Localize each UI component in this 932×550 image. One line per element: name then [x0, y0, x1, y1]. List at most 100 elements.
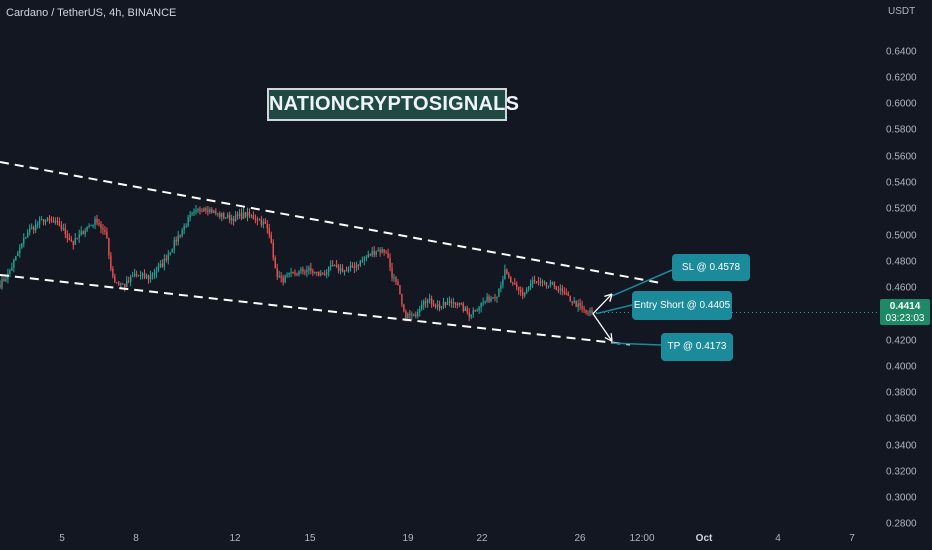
candle-body — [74, 238, 76, 245]
candle-body — [430, 298, 433, 305]
candle-body — [262, 221, 265, 225]
time-tick-label: 26 — [574, 533, 586, 544]
candle-body — [438, 304, 441, 309]
candle-body — [112, 268, 114, 277]
candle-body — [244, 212, 247, 217]
candle-body — [108, 238, 110, 256]
candle-body — [466, 307, 468, 313]
candle-body — [199, 209, 201, 212]
candle-body — [496, 296, 498, 298]
candle-body — [209, 209, 211, 213]
candle-body — [13, 260, 15, 268]
candle-body — [551, 282, 554, 284]
candle-body — [571, 301, 573, 303]
candle-body — [579, 303, 581, 306]
candle-body — [175, 239, 177, 242]
candle-body — [468, 312, 470, 317]
candle-body — [543, 282, 546, 284]
channel-lower-line[interactable] — [0, 273, 631, 346]
time-tick-label: 12:00 — [629, 533, 655, 544]
candle-body — [339, 268, 342, 271]
candle-body — [577, 303, 579, 307]
candle-body — [211, 209, 213, 213]
candle-body — [363, 258, 365, 261]
candle-body — [27, 232, 29, 238]
candle-body — [482, 302, 484, 304]
candle-body — [230, 218, 233, 221]
candle-body — [21, 243, 23, 248]
candle-body — [510, 277, 512, 283]
candle-body — [518, 287, 520, 290]
candle-body — [318, 271, 320, 276]
candle-body — [110, 255, 112, 269]
time-tick-label: 22 — [476, 533, 488, 544]
candle-body — [278, 275, 280, 277]
candle-body — [52, 221, 55, 223]
candle-body — [559, 288, 562, 291]
candle-body — [361, 260, 364, 262]
candle-body — [302, 269, 304, 272]
entry-callout-pointer — [595, 304, 633, 315]
candle-body — [272, 242, 274, 258]
candle-body — [159, 263, 162, 267]
candle-body — [181, 230, 183, 236]
candle-body — [187, 217, 189, 226]
candle-body — [5, 279, 7, 281]
candle-body — [440, 306, 443, 309]
candle-body — [417, 311, 419, 317]
candle-body — [280, 275, 282, 278]
candle-body — [537, 281, 540, 283]
candle-body — [383, 249, 385, 253]
candle-body — [207, 210, 209, 213]
candle-body — [434, 305, 437, 307]
entry-short-callout[interactable]: Entry Short @ 0.4405 — [632, 291, 732, 320]
candle-body — [106, 231, 108, 239]
candle-body — [266, 223, 268, 229]
candle-body — [153, 273, 156, 275]
candle-body — [389, 258, 391, 268]
sl-callout[interactable]: SL @ 0.4578 — [672, 254, 750, 281]
candle-body — [452, 302, 455, 304]
candle-body — [421, 304, 423, 309]
candle-body — [472, 310, 474, 315]
candle-body — [84, 230, 86, 235]
candle-body — [480, 303, 482, 308]
candle-body — [288, 272, 290, 275]
candle-body — [308, 267, 310, 271]
time-tick-label: 15 — [304, 533, 316, 544]
candle-body — [221, 213, 223, 217]
candle-body — [533, 280, 536, 282]
candles-layer — [0, 205, 593, 322]
candle-body — [282, 277, 284, 283]
time-tick-label: 8 — [133, 533, 139, 544]
tp-callout[interactable]: TP @ 0.4173 — [661, 333, 733, 361]
symbol-title[interactable]: Cardano / TetherUS, 4h, BINANCE — [6, 7, 177, 19]
candle-body — [137, 275, 140, 277]
candle-body — [316, 271, 318, 273]
candle-body — [17, 252, 19, 256]
candle-body — [92, 224, 94, 226]
candle-body — [341, 268, 344, 273]
candle-body — [98, 222, 100, 225]
channel-upper-line[interactable] — [0, 160, 661, 284]
candle-body — [512, 282, 514, 284]
candle-body — [525, 289, 528, 293]
arrow-to-sl[interactable] — [592, 293, 613, 315]
candle-body — [126, 280, 128, 288]
candle-body — [122, 283, 124, 285]
candle-body — [391, 267, 393, 278]
candle-body — [197, 209, 199, 211]
candle-body — [274, 257, 276, 269]
candle-body — [217, 213, 219, 215]
candle-body — [141, 273, 144, 275]
candle-body — [294, 272, 296, 275]
candle-body — [258, 219, 261, 221]
candle-body — [292, 271, 294, 273]
candle-body — [373, 251, 375, 255]
price-tick-label: 0.3600 — [886, 413, 917, 425]
arrow-to-tp[interactable] — [592, 313, 613, 342]
candle-body — [254, 218, 257, 220]
candle-body — [25, 237, 27, 239]
candle-body — [145, 275, 148, 278]
